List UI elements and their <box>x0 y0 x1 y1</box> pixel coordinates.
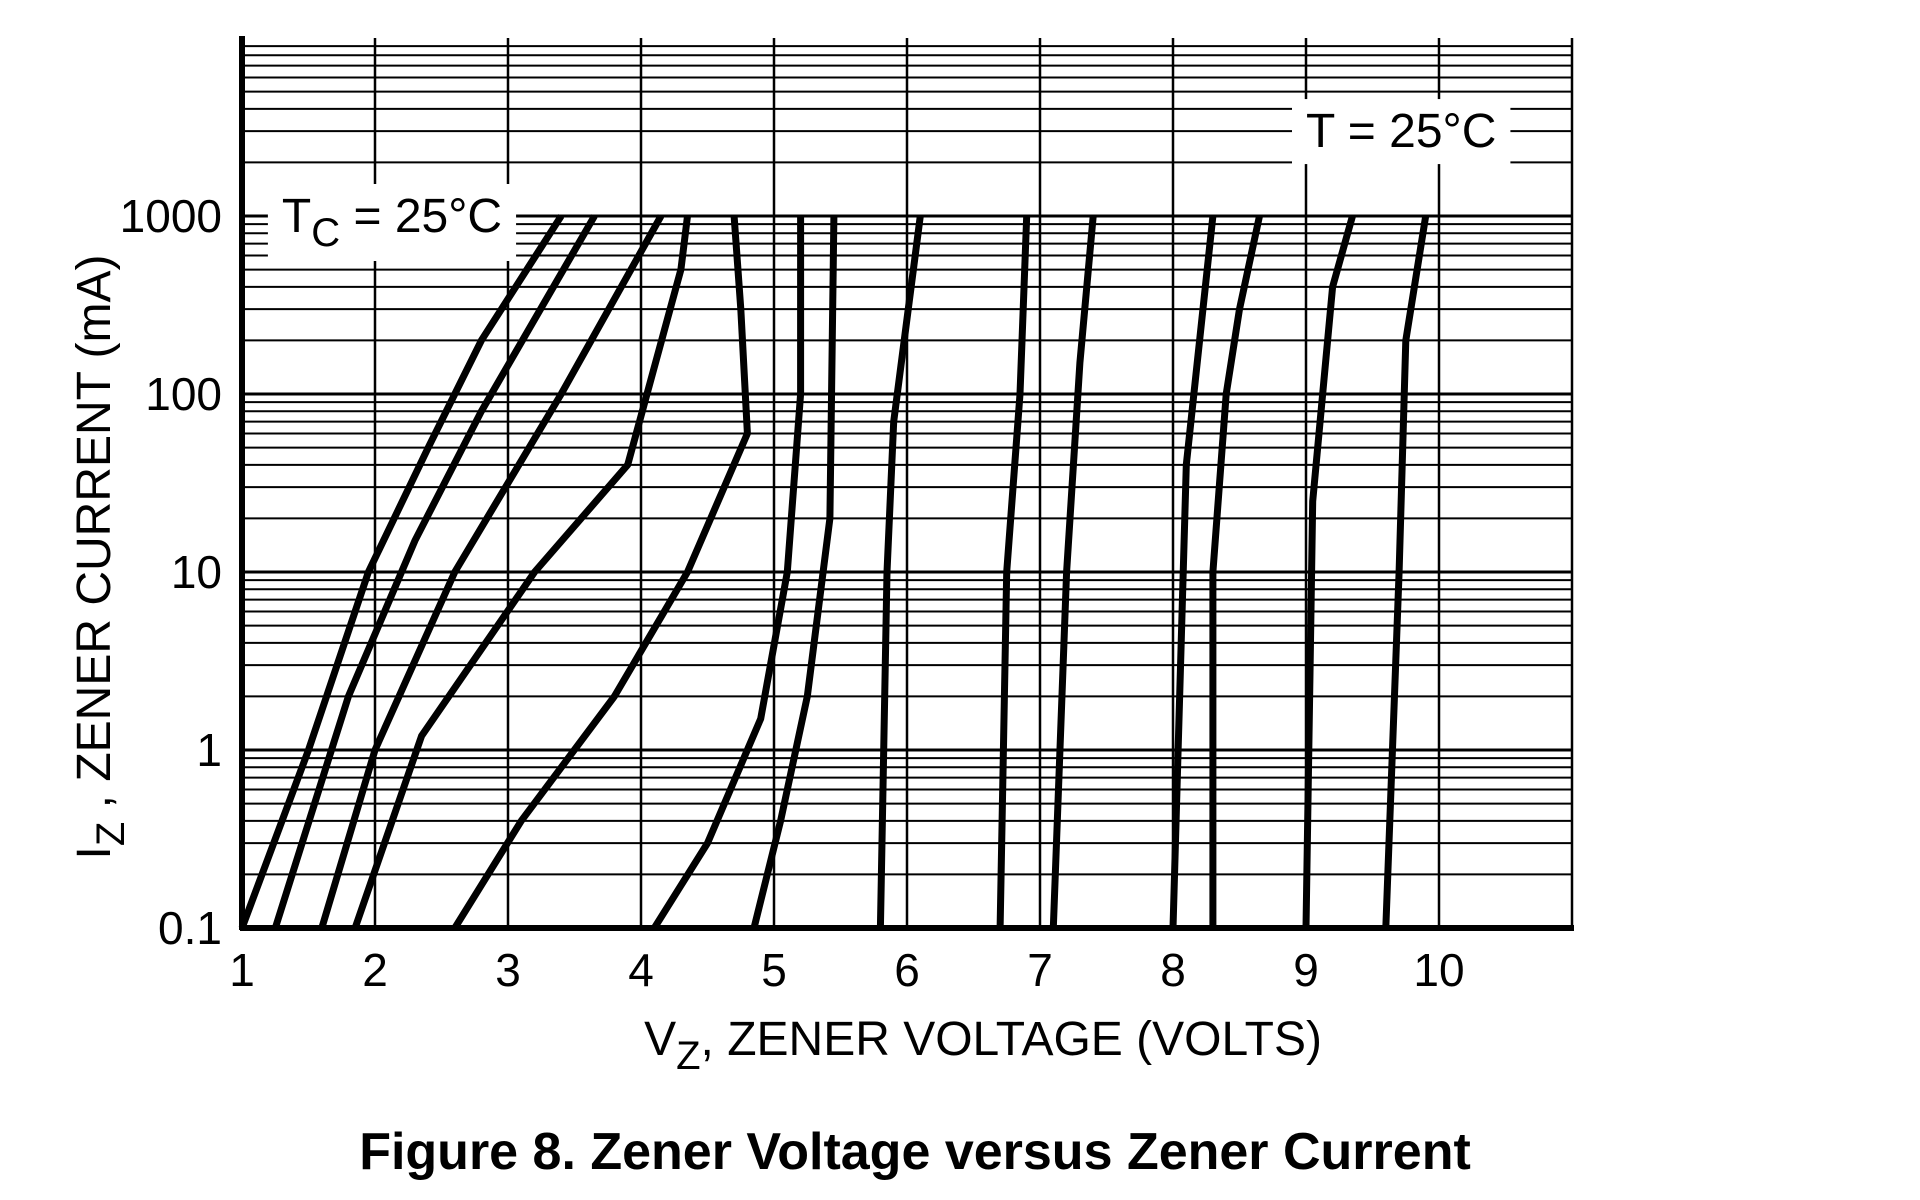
curve-4 <box>351 215 691 930</box>
annotations: TC = 25°CT = 25°C <box>267 99 1511 261</box>
x-tick-label: 10 <box>1413 944 1464 996</box>
y-axis-title: IZ , ZENER CURRENT (mA) <box>68 255 133 860</box>
annotation-rest: = 25°C <box>340 190 502 243</box>
y-tick-label: 100 <box>145 368 222 420</box>
x-axis-title: VZ, ZENER VOLTAGE (VOLTS) <box>644 1013 1322 1078</box>
curve-7 <box>750 215 838 929</box>
x-tick-label: 1 <box>229 944 255 996</box>
curve-10 <box>1049 215 1097 929</box>
x-tick-labels: 1 2 3 4 5 6 7 8 9 10 <box>229 944 1464 996</box>
figure-caption: Figure 8. Zener Voltage versus Zener Cur… <box>359 1123 1471 1181</box>
x-tick-label: 6 <box>894 944 920 996</box>
annotation-base: T <box>282 190 311 243</box>
curve-11 <box>1169 215 1217 929</box>
x-tick-label: 3 <box>495 944 521 996</box>
x-tick-label: 9 <box>1293 944 1319 996</box>
y-tick-label: 0.1 <box>158 902 222 954</box>
x-tick-label: 2 <box>362 944 388 996</box>
y-tick-label: 1 <box>196 724 222 776</box>
y-tick-label: 10 <box>171 546 222 598</box>
curve-9 <box>996 215 1031 929</box>
curve-13 <box>1302 215 1356 929</box>
curve-8 <box>876 215 924 929</box>
annotation-rest: = 25°C <box>1334 105 1496 158</box>
x-tick-label: 8 <box>1160 944 1186 996</box>
x-tick-label: 5 <box>761 944 787 996</box>
curve-6 <box>651 216 805 930</box>
curve-5 <box>451 215 751 930</box>
curve-2 <box>271 214 598 930</box>
annotation-background <box>267 184 517 261</box>
x-tick-label: 7 <box>1027 944 1053 996</box>
y-tick-label: 1000 <box>120 190 222 242</box>
curve-12 <box>1209 215 1263 928</box>
annotation-label-1: TC = 25°C <box>282 190 502 255</box>
curve-3 <box>318 214 665 930</box>
curve-14 <box>1382 215 1430 929</box>
plot-frame <box>239 36 1574 931</box>
curve-1 <box>238 214 565 930</box>
annotation-base: T <box>1306 105 1335 158</box>
annotation-label-2: T = 25°C <box>1306 105 1496 158</box>
x-tick-label: 4 <box>628 944 654 996</box>
y-tick-labels: 0.1 1 10 100 1000 <box>120 190 222 954</box>
curves <box>238 214 1430 930</box>
annotation-background <box>1292 99 1511 165</box>
annotation-subscript: C <box>311 211 340 255</box>
